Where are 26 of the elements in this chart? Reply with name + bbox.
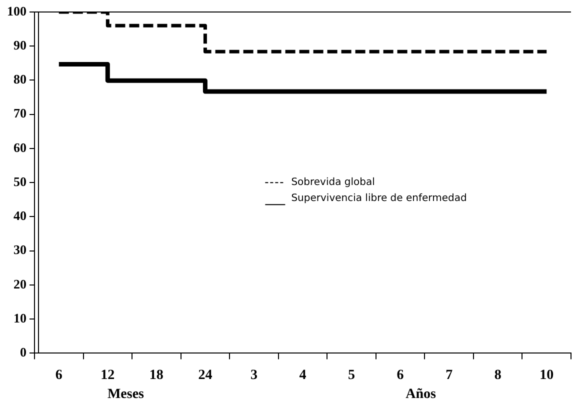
legend-label: Sobrevida global: [291, 177, 375, 188]
y-tick-label: 80: [14, 72, 26, 87]
x-tick-label: 24: [198, 368, 212, 384]
x-tick-label: 6: [55, 368, 62, 384]
x-tick-label: 7: [446, 368, 453, 384]
x-tick-label: 6: [396, 368, 404, 384]
y-tick-label: 70: [14, 106, 26, 121]
x-tick-label: 4: [299, 368, 306, 384]
x-tick-label: 12: [100, 368, 115, 384]
x-tick-label: 8: [494, 368, 502, 384]
legend-label: Supervivencia libre de enfermedad: [291, 193, 467, 204]
x-tick-label: 3: [250, 368, 258, 384]
y-tick-label: 40: [14, 208, 26, 224]
y-tick-label: 100: [7, 3, 26, 18]
text: Meses: [107, 386, 145, 402]
text: Años: [406, 386, 436, 402]
y-tick-label: 20: [14, 276, 26, 292]
x-tick-label: 18: [149, 368, 164, 384]
x-tick-label: 10: [540, 368, 554, 384]
y-tick-label: 0: [20, 344, 26, 360]
y-tick-label: 60: [14, 140, 26, 155]
y-tick-label: 50: [14, 174, 26, 189]
y-tick-label: 30: [14, 242, 26, 258]
x-tick-label: 5: [348, 368, 356, 384]
y-tick-label: 10: [14, 310, 26, 326]
y-tick-label: 90: [14, 37, 26, 52]
